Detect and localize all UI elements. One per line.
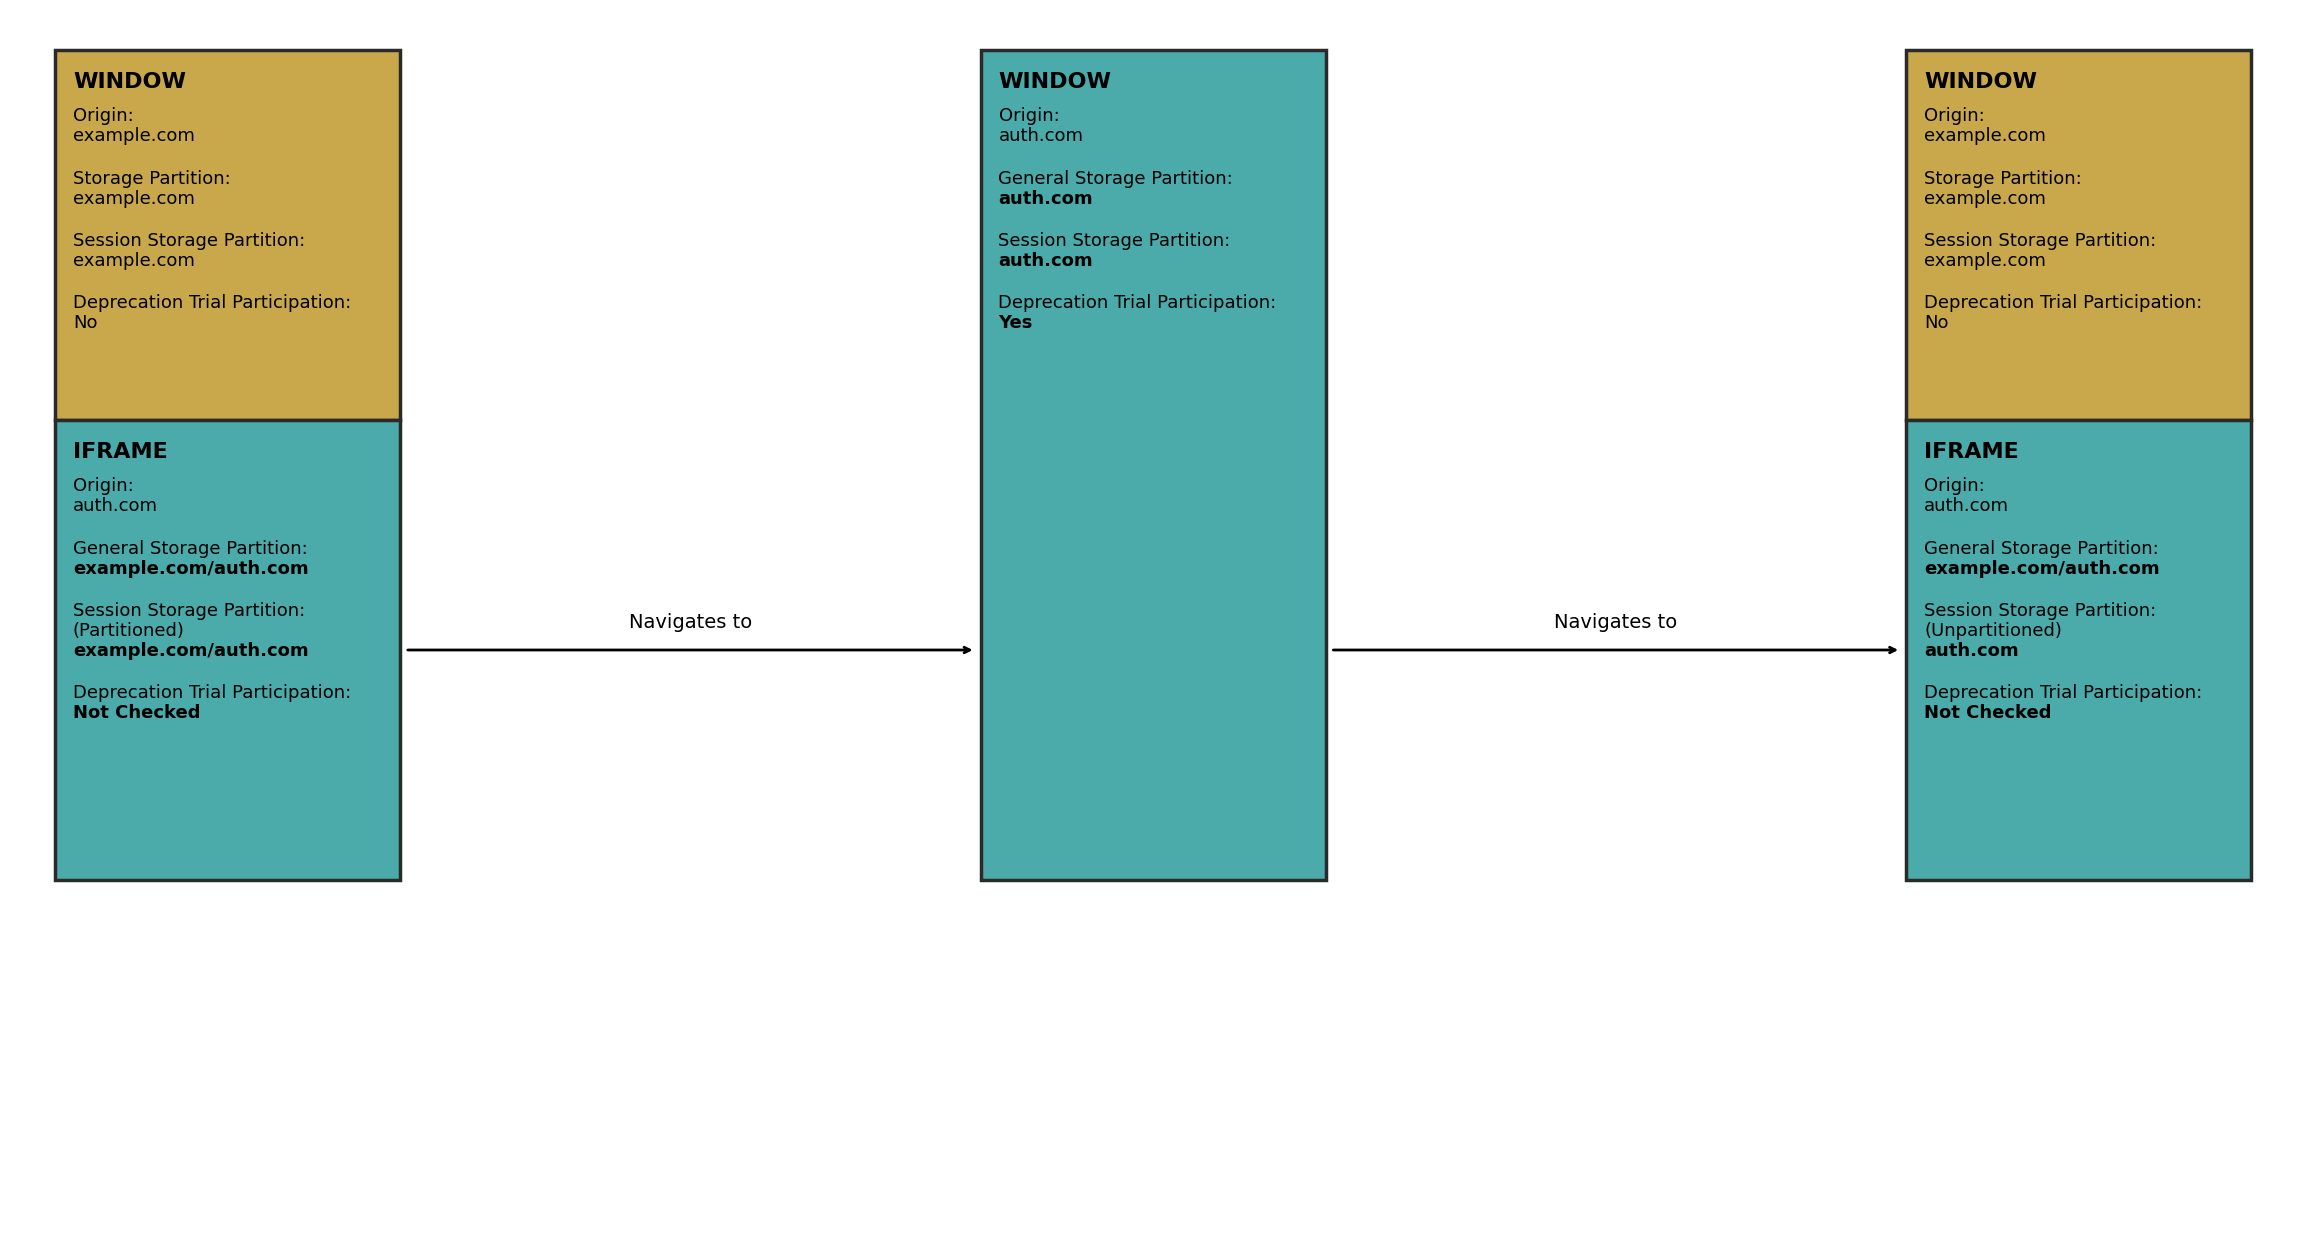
Bar	[980, 50, 1326, 880]
Text: WINDOW: WINDOW	[74, 72, 187, 92]
Text: Origin:: Origin:	[74, 478, 134, 495]
Text: auth.com: auth.com	[1923, 498, 2009, 515]
Text: Deprecation Trial Participation:: Deprecation Trial Participation:	[998, 294, 1278, 312]
Text: (Unpartitioned): (Unpartitioned)	[1923, 622, 2062, 639]
Text: example.com: example.com	[74, 127, 196, 146]
Text: Deprecation Trial Participation:: Deprecation Trial Participation:	[74, 294, 351, 312]
Text: auth.com: auth.com	[1923, 642, 2018, 661]
Text: No: No	[74, 315, 97, 332]
Text: WINDOW: WINDOW	[998, 72, 1111, 92]
Text: auth.com: auth.com	[998, 253, 1093, 270]
Bar	[1907, 420, 2251, 880]
Text: example.com: example.com	[74, 189, 196, 208]
Text: Navigates to: Navigates to	[1554, 612, 1676, 632]
Text: example.com: example.com	[74, 253, 196, 270]
Text: Yes: Yes	[998, 315, 1033, 332]
Text: auth.com: auth.com	[74, 498, 159, 515]
Text: General Storage Partition:: General Storage Partition:	[74, 540, 307, 557]
Text: IFRAME: IFRAME	[1923, 442, 2018, 462]
Text: example.com/auth.com: example.com/auth.com	[74, 642, 309, 661]
Text: General Storage Partition:: General Storage Partition:	[1923, 540, 2158, 557]
Text: Storage Partition:: Storage Partition:	[74, 169, 231, 188]
Text: No: No	[1923, 315, 1949, 332]
Text: example.com: example.com	[1923, 127, 2045, 146]
Text: Session Storage Partition:: Session Storage Partition:	[1923, 231, 2156, 250]
Text: example.com: example.com	[1923, 253, 2045, 270]
Text: Navigates to: Navigates to	[630, 612, 752, 632]
Text: Origin:: Origin:	[1923, 107, 1985, 126]
Text: Session Storage Partition:: Session Storage Partition:	[74, 602, 304, 620]
Text: Session Storage Partition:: Session Storage Partition:	[74, 231, 304, 250]
Text: General Storage Partition:: General Storage Partition:	[998, 169, 1234, 188]
Text: Deprecation Trial Participation:: Deprecation Trial Participation:	[74, 684, 351, 703]
Text: Deprecation Trial Participation:: Deprecation Trial Participation:	[1923, 684, 2202, 703]
Bar	[55, 420, 399, 880]
Text: Not Checked: Not Checked	[74, 704, 201, 723]
Text: example.com/auth.com: example.com/auth.com	[1923, 560, 2161, 577]
Text: Session Storage Partition:: Session Storage Partition:	[1923, 602, 2156, 620]
Text: example.com/auth.com: example.com/auth.com	[74, 560, 309, 577]
Text: Origin:: Origin:	[74, 107, 134, 126]
Text: WINDOW: WINDOW	[1923, 72, 2036, 92]
Text: IFRAME: IFRAME	[74, 442, 168, 462]
Text: Origin:: Origin:	[1923, 478, 1985, 495]
Text: auth.com: auth.com	[998, 127, 1084, 146]
Bar	[1907, 50, 2251, 420]
Text: example.com: example.com	[1923, 189, 2045, 208]
Text: auth.com: auth.com	[998, 189, 1093, 208]
Text: Not Checked: Not Checked	[1923, 704, 2052, 723]
Text: Origin:: Origin:	[998, 107, 1058, 126]
Bar	[55, 50, 399, 420]
Text: Deprecation Trial Participation:: Deprecation Trial Participation:	[1923, 294, 2202, 312]
Text: Session Storage Partition:: Session Storage Partition:	[998, 231, 1231, 250]
Text: (Partitioned): (Partitioned)	[74, 622, 184, 639]
Text: Storage Partition:: Storage Partition:	[1923, 169, 2082, 188]
